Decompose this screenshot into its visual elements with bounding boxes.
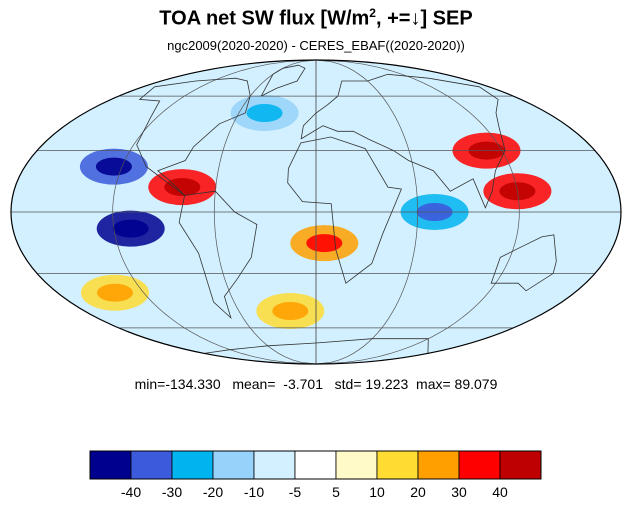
coastline-4 — [490, 234, 557, 292]
anomaly-core-6 — [306, 234, 343, 253]
meridian-line — [315, 60, 520, 364]
colorbar-swatch — [171, 450, 214, 480]
colorbar-tick-label: 20 — [410, 484, 426, 500]
coastline-3 — [300, 73, 506, 209]
colorbar-tick-label: 10 — [369, 484, 385, 500]
max-label: max= — [416, 376, 451, 392]
coastline-5 — [260, 64, 306, 97]
colorbar-swatch — [130, 450, 173, 480]
colorbar-tick-label: 5 — [332, 484, 340, 500]
std-value: 19.223 — [365, 376, 409, 392]
colorbar-swatch — [458, 450, 501, 480]
anomaly-core-7 — [272, 302, 309, 320]
anomaly-core-1 — [112, 219, 149, 238]
colorbar-tick-label: -30 — [162, 484, 182, 500]
coastline-2 — [287, 136, 402, 284]
colorbar-tick-label: -10 — [244, 484, 264, 500]
meridian-line — [112, 60, 317, 364]
anomaly-field — [79, 95, 552, 329]
anomaly-core-9 — [97, 283, 133, 302]
coastline-0 — [136, 77, 251, 196]
colorbar-swatch — [376, 450, 419, 480]
std-label: std= — [334, 376, 362, 392]
graticule — [11, 60, 621, 364]
statistics-line: min=-134.330 mean= -3.701 std= 19.223 ma… — [0, 376, 632, 392]
colorbar-swatch — [294, 450, 337, 480]
colorbar-tick-label: -40 — [121, 484, 141, 500]
colorbar-swatch — [89, 450, 132, 480]
colorbar-swatch — [212, 450, 255, 480]
title-suffix: , +=↓] SEP — [375, 7, 473, 30]
min-value: -134.330 — [165, 376, 221, 392]
max-value: 89.079 — [454, 376, 498, 392]
plot-subtitle: ngc2009(2020-2020) - CERES_EBAF((2020-20… — [167, 38, 465, 53]
coastline-6 — [204, 338, 429, 354]
mean-value: -3.701 — [283, 376, 323, 392]
map-field — [11, 60, 621, 364]
plot-title: TOA net SW flux [W/m2, +=↓] SEP — [0, 6, 632, 31]
colorbar-swatch — [499, 450, 542, 480]
coastlines — [136, 64, 557, 354]
anomaly-core-2 — [164, 178, 201, 197]
meridian-line — [315, 60, 419, 364]
title-text: TOA net SW flux [W/m — [159, 7, 370, 30]
anomaly-core-0 — [95, 157, 132, 176]
global-map — [10, 59, 622, 365]
colorbar-tick-label: -5 — [289, 484, 302, 500]
map-border — [10, 59, 622, 365]
colorbar-tick-label: -20 — [203, 484, 223, 500]
anomaly-core-8 — [246, 104, 283, 122]
colorbar-border — [89, 450, 542, 480]
colorbar-swatch — [335, 450, 378, 480]
title-superscript: 2 — [369, 6, 376, 20]
colorbar-tick-label: 30 — [451, 484, 467, 500]
coastline-1 — [178, 190, 258, 320]
mean-label: mean= — [232, 376, 276, 392]
colorbar-swatch — [417, 450, 460, 480]
min-label: min= — [134, 376, 166, 392]
colorbar-tick-label: 40 — [492, 484, 508, 500]
colorbar-swatch — [253, 450, 296, 480]
